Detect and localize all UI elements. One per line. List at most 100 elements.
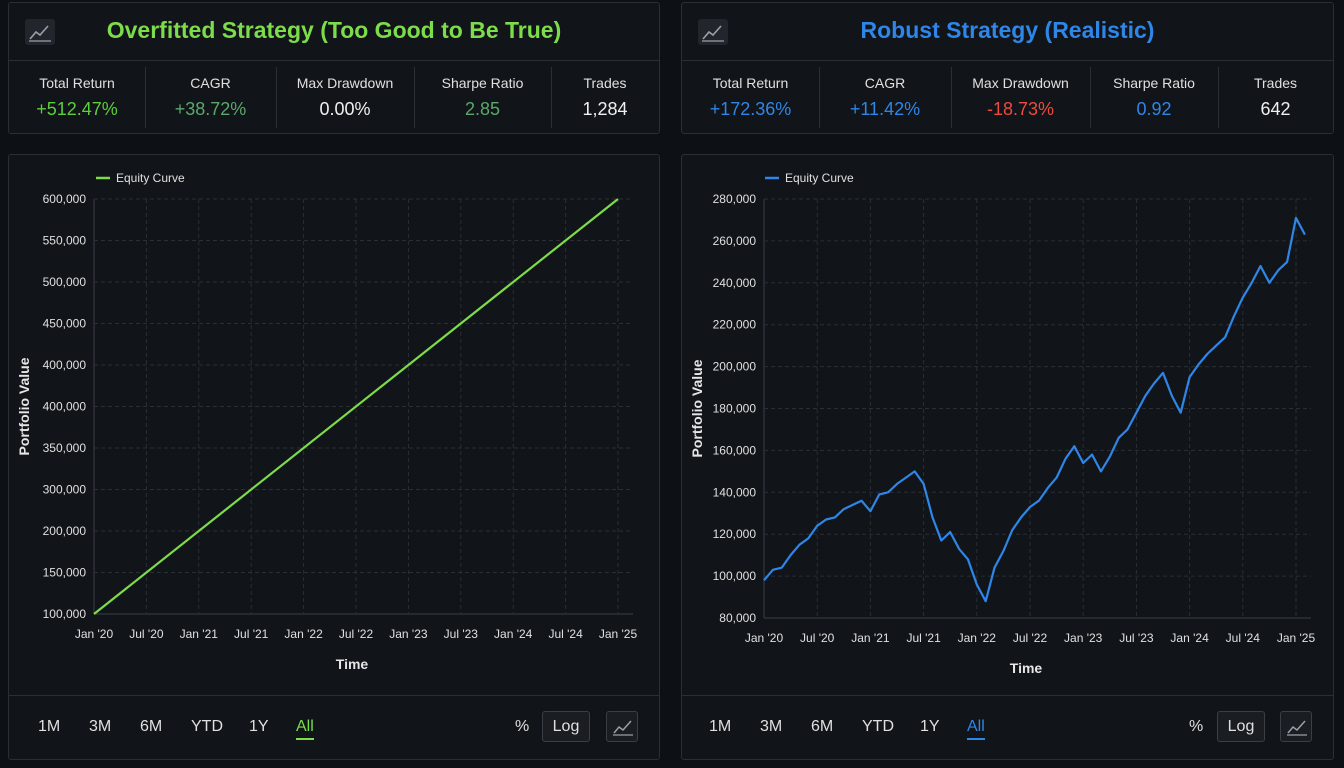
range-button-all[interactable]: All — [296, 718, 314, 740]
y-tick-label: 120,000 — [713, 527, 757, 541]
y-tick-label: 600,000 — [43, 192, 87, 206]
range-button-6m[interactable]: 6M — [140, 718, 163, 735]
right-metrics-row: Total Return +172.36% CAGR +11.42% Max Drawd… — [682, 61, 1333, 134]
x-tick-label: Jan '24 — [494, 627, 533, 641]
x-tick-label: Jul '21 — [234, 627, 269, 641]
metric-cagr: CAGR +11.42% — [819, 61, 951, 134]
y-tick-label: 550,000 — [43, 234, 87, 248]
x-tick-label: Jan '23 — [389, 627, 428, 641]
x-axis-title: Time — [336, 656, 369, 672]
x-tick-label: Jan '20 — [745, 631, 784, 645]
x-tick-label: Jul '20 — [800, 631, 835, 645]
x-tick-label: Jan '22 — [284, 627, 323, 641]
legend-label: Equity Curve — [116, 171, 185, 185]
y-tick-label: 260,000 — [713, 234, 757, 248]
metric-max-drawdown: Max Drawdown 0.00% — [276, 61, 414, 134]
range-button-1m[interactable]: 1M — [709, 718, 732, 735]
y-tick-label: 160,000 — [713, 443, 757, 457]
metric-cagr: CAGR +38.72% — [145, 61, 276, 134]
metric-total-return: Total Return +512.47% — [9, 61, 145, 134]
right-strategy-title: Robust Strategy (Realistic) — [860, 17, 1155, 43]
y-tick-label: 200,000 — [713, 360, 757, 374]
line-chart-icon — [698, 19, 728, 45]
metric-label: Max Drawdown — [296, 75, 394, 91]
metric-label: Max Drawdown — [972, 75, 1069, 91]
x-tick-label: Jan '25 — [599, 627, 638, 641]
percent-toggle[interactable]: % — [1189, 718, 1204, 735]
range-button-1y[interactable]: 1Y — [249, 718, 269, 735]
x-tick-label: Jan '20 — [75, 627, 114, 641]
metric-label: Total Return — [39, 75, 115, 91]
left-header-panel: Overfitted Strategy (Too Good to Be True… — [8, 2, 660, 134]
y-axis-title: Portfolio Value — [689, 359, 705, 457]
y-tick-label: 200,000 — [43, 524, 87, 538]
left-chart-toolbar: 1M 3M 6M YTD 1Y All% Log — [9, 695, 659, 759]
metric-label: Sharpe Ratio — [441, 75, 524, 91]
metric-value: 642 — [1260, 99, 1291, 119]
x-tick-label: Jul '22 — [339, 627, 374, 641]
x-tick-label: Jul '23 — [444, 627, 479, 641]
percent-toggle[interactable]: % — [515, 718, 530, 735]
left-equity-chart: 100,000 150,000 200,000 300,000 350,000 400,0… — [16, 171, 638, 672]
metric-trades: Trades 642 — [1218, 61, 1333, 134]
range-button-ytd[interactable]: YTD — [191, 718, 223, 735]
x-tick-label: Jan '25 — [1277, 631, 1316, 645]
log-scale-button[interactable]: Log — [1217, 711, 1265, 742]
x-tick-label: Jul '23 — [1119, 631, 1154, 645]
y-axis-title: Portfolio Value — [16, 357, 32, 455]
left-chart-panel: 100,000 150,000 200,000 300,000 350,000 400,0… — [8, 154, 660, 760]
line-chart-icon[interactable] — [1280, 711, 1312, 742]
metric-value: 2.85 — [464, 99, 501, 119]
x-tick-label: Jan '24 — [1170, 631, 1209, 645]
range-button-1m[interactable]: 1M — [38, 718, 61, 735]
metric-sharpe-ratio: Sharpe Ratio 0.92 — [1090, 61, 1218, 134]
metric-value: +172.36% — [709, 99, 792, 119]
x-tick-label: Jul '22 — [1013, 631, 1048, 645]
left-metrics-row: Total Return +512.47% CAGR +38.72% Max Drawd… — [9, 61, 659, 134]
metric-value: +11.42% — [849, 99, 921, 119]
metric-label: Sharpe Ratio — [1113, 75, 1195, 91]
metric-value: 1,284 — [582, 99, 628, 119]
x-axis-title: Time — [1010, 660, 1043, 676]
right-title-row: Robust Strategy (Realistic) — [682, 3, 1333, 61]
log-scale-button[interactable]: Log — [542, 711, 590, 742]
right-equity-chart: 80,000 100,000 120,000 140,000 160,000 180,00… — [689, 171, 1316, 676]
metric-total-return: Total Return +172.36% — [682, 61, 819, 134]
left-strategy-title: Overfitted Strategy (Too Good to Be True… — [106, 17, 562, 43]
x-tick-label: Jul '20 — [129, 627, 164, 641]
metric-label: Trades — [1253, 75, 1298, 91]
range-button-6m[interactable]: 6M — [811, 718, 834, 735]
range-button-all[interactable]: All — [967, 718, 985, 740]
metric-label: CAGR — [864, 75, 906, 91]
range-button-3m[interactable]: 3M — [760, 718, 783, 735]
metric-label: Total Return — [712, 75, 789, 91]
metric-value: -18.73% — [986, 99, 1055, 119]
y-tick-label: 450,000 — [43, 317, 87, 331]
right-chart-panel: 80,000 100,000 120,000 140,000 160,000 180,00… — [681, 154, 1334, 760]
range-button-ytd[interactable]: YTD — [862, 718, 894, 735]
y-tick-label: 500,000 — [43, 275, 87, 289]
metric-label: CAGR — [190, 75, 231, 91]
y-tick-label: 100,000 — [713, 569, 757, 583]
left-title-row: Overfitted Strategy (Too Good to Be True… — [9, 3, 659, 61]
y-tick-label: 300,000 — [43, 483, 87, 497]
range-button-1y[interactable]: 1Y — [920, 718, 940, 735]
metric-max-drawdown: Max Drawdown -18.73% — [951, 61, 1090, 134]
equity-curve-line — [763, 216, 1306, 603]
metric-value: 0.92 — [1136, 99, 1172, 119]
y-tick-label: 240,000 — [713, 276, 757, 290]
x-tick-label: Jan '22 — [958, 631, 997, 645]
y-tick-label: 400,000 — [43, 358, 87, 372]
y-tick-label: 180,000 — [713, 402, 757, 416]
equity-curve-line — [93, 198, 619, 615]
x-tick-label: Jul '24 — [1226, 631, 1261, 645]
y-tick-label: 150,000 — [43, 566, 87, 580]
y-tick-label: 80,000 — [719, 611, 756, 625]
right-chart-toolbar: 1M 3M 6M YTD 1Y All% Log — [682, 695, 1333, 759]
legend-label: Equity Curve — [785, 171, 854, 185]
y-tick-label: 350,000 — [43, 441, 87, 455]
metric-value: 0.00% — [319, 99, 371, 119]
line-chart-icon[interactable] — [606, 711, 638, 742]
metric-sharpe-ratio: Sharpe Ratio 2.85 — [414, 61, 551, 134]
range-button-3m[interactable]: 3M — [89, 718, 112, 735]
